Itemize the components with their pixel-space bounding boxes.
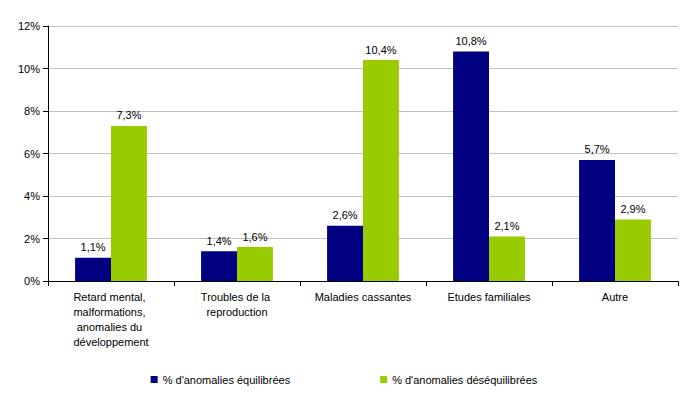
svg-text:6%: 6%	[24, 148, 40, 160]
svg-text:7,3%: 7,3%	[116, 109, 141, 121]
svg-text:0%: 0%	[24, 275, 40, 287]
svg-text:5,7%: 5,7%	[585, 143, 610, 155]
svg-text:2,1%: 2,1%	[494, 220, 519, 232]
svg-text:malformations,: malformations,	[73, 306, 148, 318]
svg-text:2,6%: 2,6%	[333, 209, 358, 221]
svg-text:2,9%: 2,9%	[620, 203, 645, 215]
svg-text:Retard mental,: Retard mental,	[73, 291, 148, 303]
svg-text:anomalies du: anomalies du	[77, 321, 146, 333]
svg-text:1,4%: 1,4%	[207, 235, 232, 247]
svg-text:8%: 8%	[24, 105, 40, 117]
svg-text:10,4%: 10,4%	[365, 44, 396, 56]
svg-text:Troubles de la: Troubles de la	[201, 291, 273, 303]
svg-text:% d'anomalies déséquilibrées: % d'anomalies déséquilibrées	[392, 374, 538, 386]
svg-text:4%: 4%	[24, 190, 40, 202]
svg-text:2%: 2%	[24, 233, 40, 245]
svg-text:Maladies cassantes: Maladies cassantes	[315, 291, 412, 303]
svg-text:10%: 10%	[18, 63, 40, 75]
svg-text:1,1%: 1,1%	[81, 241, 106, 253]
svg-text:1,6%: 1,6%	[242, 231, 267, 243]
svg-text:Autre: Autre	[602, 291, 628, 303]
svg-text:10,8%: 10,8%	[455, 35, 486, 47]
svg-text:12%: 12%	[18, 20, 40, 32]
svg-text:Etudes familiales: Etudes familiales	[447, 291, 531, 303]
svg-text:reproduction: reproduction	[206, 306, 267, 318]
svg-text:% d'anomalies équilibrées: % d'anomalies équilibrées	[163, 374, 291, 386]
svg-text:développement: développement	[73, 336, 148, 348]
